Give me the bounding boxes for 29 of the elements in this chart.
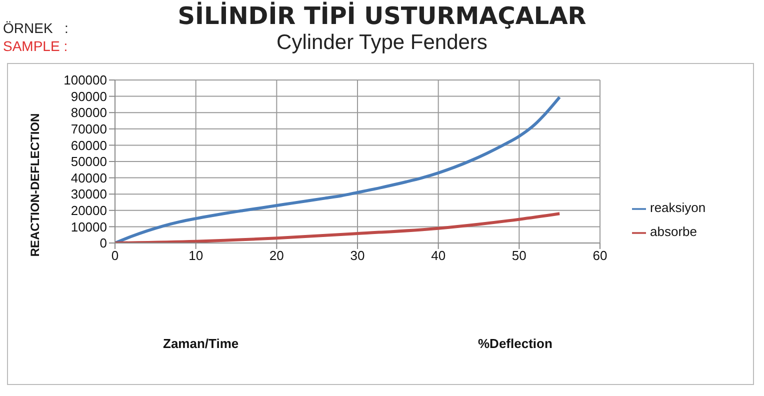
- legend-label: reaksiyon: [650, 200, 706, 215]
- x-tick-label: 20: [269, 248, 284, 264]
- line-series: [115, 212, 562, 243]
- y-axis-title: REACTION-DEFLECTION: [28, 113, 42, 257]
- text: ÖRNEK :: [3, 20, 68, 36]
- y-tick-label: 30000: [70, 186, 107, 202]
- chart-title: SİLİNDİR TİPİ USTURMAÇALAR: [178, 2, 586, 30]
- legend-label: absorbe: [650, 224, 697, 239]
- y-tick-label: 100000: [64, 72, 107, 88]
- y-tick-label: 20000: [70, 203, 107, 218]
- y-tick-label: 80000: [70, 105, 107, 120]
- x-tick-label: 60: [592, 248, 608, 264]
- x-tick-label: 0: [111, 248, 119, 264]
- chart-subtitle: Cylinder Type Fenders: [276, 31, 488, 54]
- y-tick-label: 0: [100, 236, 107, 251]
- y-tick-label: 50000: [70, 154, 107, 170]
- x-tick-label: 50: [512, 248, 526, 264]
- y-tick-label: 40000: [70, 170, 107, 186]
- y-tick-label: 60000: [70, 138, 107, 153]
- text: %Deflection: [478, 336, 552, 351]
- text: Zaman/Time: [163, 336, 239, 351]
- y-tick-label: 70000: [70, 122, 107, 137]
- line-series: [115, 96, 562, 243]
- x-tick-label: 10: [188, 248, 204, 264]
- x-tick-label: 40: [431, 248, 446, 264]
- text: SAMPLE :: [3, 38, 68, 54]
- x-tick-label: 30: [350, 248, 365, 264]
- y-tick-label: 10000: [70, 219, 107, 234]
- y-tick-label: 90000: [70, 88, 107, 104]
